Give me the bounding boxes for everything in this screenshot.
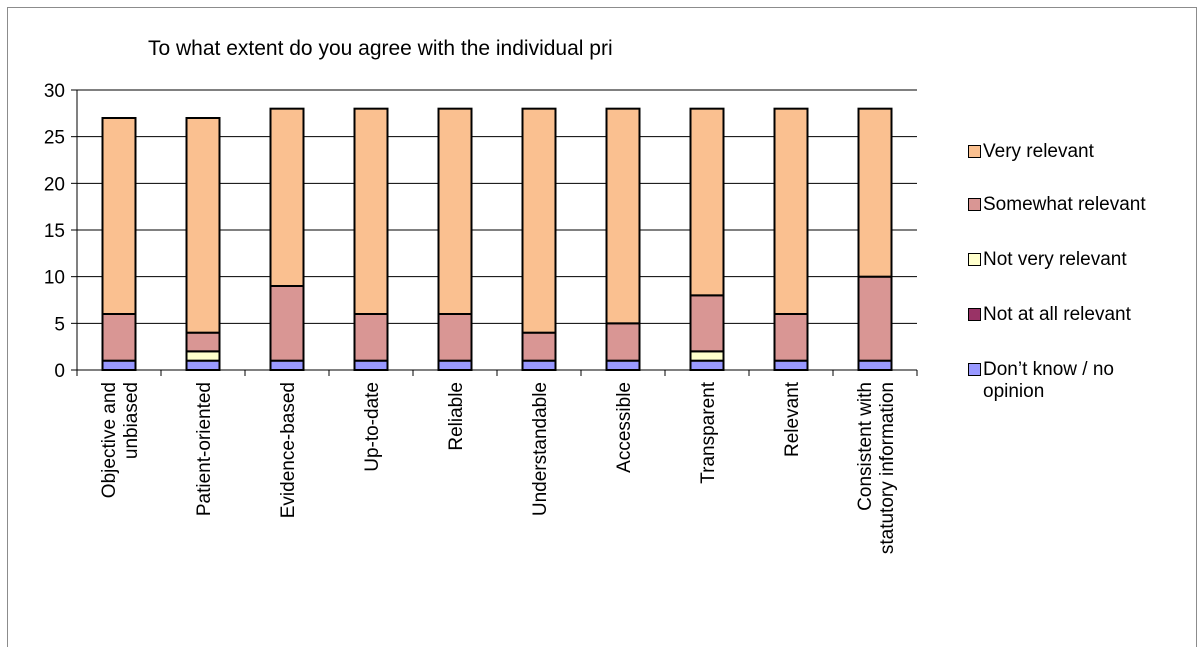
- bar-segment: [439, 109, 472, 314]
- x-tick-label: Reliable: [446, 382, 467, 451]
- x-tick-label: Patient-oriented: [194, 382, 215, 516]
- bar-segment: [187, 361, 220, 370]
- legend-label: Somewhat relevant: [983, 194, 1173, 216]
- y-tick-label: 0: [54, 361, 65, 382]
- y-tick-label: 20: [44, 174, 65, 195]
- x-tick-label: Transparent: [698, 381, 719, 483]
- bar-segment: [103, 314, 136, 361]
- bar-segment: [691, 351, 724, 360]
- bar-segment: [691, 361, 724, 370]
- x-tick-label: Consistent with: [855, 382, 876, 511]
- bar-segment: [103, 361, 136, 370]
- bar-segment: [775, 361, 808, 370]
- y-tick-label: 5: [54, 314, 65, 335]
- y-tick-label: 25: [44, 128, 65, 149]
- legend-item: Don’t know / no opinion: [968, 359, 1173, 403]
- legend-swatch: [968, 198, 981, 211]
- y-tick-label: 15: [44, 221, 65, 242]
- bar-segment: [523, 361, 556, 370]
- x-tick-label: statutory information: [877, 382, 898, 554]
- bar-segment: [859, 109, 892, 277]
- bar-segment: [523, 109, 556, 333]
- bar-segment: [607, 323, 640, 360]
- bar-segment: [355, 109, 388, 314]
- x-tick-label: Up-to-date: [362, 382, 383, 472]
- bar-segment: [355, 314, 388, 361]
- bar-segment: [439, 314, 472, 361]
- bar-segment: [355, 361, 388, 370]
- legend-label: Not very relevant: [983, 249, 1173, 271]
- x-tick-label: Relevant: [782, 381, 803, 457]
- bar-segment: [271, 361, 304, 370]
- legend-swatch: [968, 253, 981, 266]
- legend-swatch: [968, 145, 981, 158]
- legend-item: Very relevant: [968, 141, 1173, 163]
- y-tick-label: 30: [44, 81, 65, 102]
- legend-item: Somewhat relevant: [968, 194, 1173, 216]
- x-tick-label: Objective and: [99, 382, 120, 498]
- bar-segment: [187, 118, 220, 333]
- bar-segment: [607, 361, 640, 370]
- x-tick-label: unbiased: [121, 382, 142, 459]
- legend-swatch: [968, 308, 981, 321]
- bar-segment: [607, 109, 640, 324]
- x-tick-label: Evidence-based: [278, 382, 299, 518]
- legend-label: Not at all relevant: [983, 304, 1173, 326]
- bar-segment: [775, 109, 808, 314]
- bar-segment: [103, 118, 136, 314]
- bar-segment: [271, 286, 304, 361]
- legend-item: Not very relevant: [968, 249, 1173, 271]
- bar-segment: [439, 361, 472, 370]
- bar-segment: [859, 277, 892, 361]
- x-tick-label: Understandable: [530, 382, 551, 516]
- y-tick-label: 10: [44, 268, 65, 289]
- bar-segment: [187, 333, 220, 352]
- legend-label: Very relevant: [983, 141, 1173, 163]
- bar-segment: [775, 314, 808, 361]
- x-tick-label: Accessible: [614, 382, 635, 473]
- legend-label: Don’t know / no opinion: [983, 359, 1173, 403]
- legend-swatch: [968, 363, 981, 376]
- bar-segment: [859, 361, 892, 370]
- bar-segment: [691, 109, 724, 296]
- legend-item: Not at all relevant: [968, 304, 1173, 326]
- bar-segment: [523, 333, 556, 361]
- bar-segment: [691, 295, 724, 351]
- bar-segment: [187, 351, 220, 360]
- bar-segment: [271, 109, 304, 286]
